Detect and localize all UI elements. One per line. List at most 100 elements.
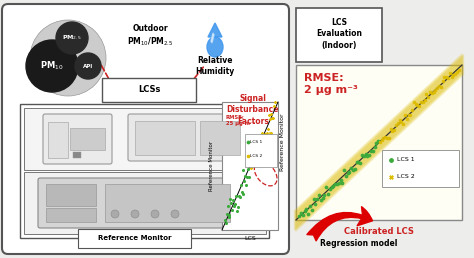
Point <box>421 98 428 102</box>
Point <box>351 167 359 172</box>
Point <box>394 120 401 125</box>
Point <box>303 207 310 211</box>
Text: LCS 2: LCS 2 <box>250 154 262 158</box>
Circle shape <box>111 210 119 218</box>
Point <box>446 71 454 76</box>
FancyBboxPatch shape <box>43 114 112 164</box>
Point <box>301 209 309 213</box>
Point <box>247 166 255 171</box>
Point <box>259 133 267 137</box>
Point <box>297 211 305 215</box>
Point <box>243 183 250 188</box>
Point <box>233 208 241 213</box>
Point <box>244 154 252 158</box>
Point <box>239 192 246 196</box>
Point <box>408 108 416 112</box>
Point <box>255 158 263 162</box>
Point <box>267 131 274 135</box>
Point <box>257 147 265 151</box>
Point <box>306 204 314 208</box>
Text: Reference Monitor: Reference Monitor <box>98 235 172 241</box>
Text: Reference Monitor: Reference Monitor <box>281 114 285 171</box>
Point <box>264 127 272 131</box>
Text: LCS 1: LCS 1 <box>250 140 262 144</box>
Circle shape <box>56 59 64 67</box>
Circle shape <box>26 40 78 92</box>
Point <box>378 138 385 142</box>
Text: LCSs: LCSs <box>138 85 160 94</box>
Text: Signal
Disturbance
Factors: Signal Disturbance Factors <box>227 94 279 126</box>
Point <box>342 174 350 178</box>
Point <box>338 181 346 185</box>
Point <box>398 120 405 124</box>
Bar <box>135 121 195 155</box>
Point <box>432 88 439 92</box>
Point <box>365 153 373 157</box>
Point <box>387 157 394 162</box>
Text: Calibrated LCS: Calibrated LCS <box>344 227 414 236</box>
Point <box>251 153 258 157</box>
Point <box>353 160 360 164</box>
Point <box>440 75 448 79</box>
Point <box>387 127 394 131</box>
Point <box>403 117 410 122</box>
Point <box>382 134 389 139</box>
Point <box>271 104 278 108</box>
Point <box>364 154 371 158</box>
Point <box>257 137 265 141</box>
Point <box>270 116 277 120</box>
Point <box>407 113 414 117</box>
Point <box>328 185 335 189</box>
Point <box>272 100 279 104</box>
Point <box>221 218 228 222</box>
Bar <box>105 184 230 222</box>
Point <box>335 181 343 185</box>
Point <box>269 116 276 120</box>
Point <box>308 207 316 212</box>
FancyBboxPatch shape <box>20 104 269 238</box>
Circle shape <box>30 20 106 96</box>
Point <box>229 198 237 202</box>
FancyBboxPatch shape <box>383 150 458 187</box>
FancyBboxPatch shape <box>296 8 382 62</box>
Bar <box>46 184 96 206</box>
Point <box>245 175 253 179</box>
FancyBboxPatch shape <box>245 134 277 167</box>
Point <box>367 149 375 153</box>
Point <box>317 198 325 202</box>
Point <box>340 168 348 172</box>
Point <box>344 171 351 175</box>
Point <box>389 129 396 133</box>
Point <box>246 161 254 165</box>
Point <box>439 79 447 84</box>
Point <box>423 92 430 96</box>
Text: API: API <box>83 63 93 69</box>
Text: LCS: LCS <box>244 236 256 240</box>
Point <box>249 162 256 166</box>
Point <box>416 103 423 108</box>
Point <box>358 153 366 157</box>
Point <box>263 131 271 135</box>
Circle shape <box>131 210 139 218</box>
Point <box>257 148 264 152</box>
Text: PM$_{2.5}$: PM$_{2.5}$ <box>62 34 82 43</box>
Point <box>267 139 274 143</box>
Point <box>266 117 273 121</box>
Point <box>256 151 264 155</box>
Point <box>235 194 243 198</box>
Circle shape <box>75 53 101 79</box>
Point <box>320 193 328 197</box>
Bar <box>70 128 105 150</box>
Point <box>453 70 461 74</box>
Point <box>236 195 244 199</box>
Point <box>261 132 269 136</box>
Point <box>326 187 334 191</box>
Point <box>230 204 238 208</box>
Point <box>437 85 445 89</box>
Bar <box>222 102 278 230</box>
Point <box>426 90 434 94</box>
FancyBboxPatch shape <box>128 114 247 161</box>
Point <box>295 214 303 218</box>
Text: PM$_{10}$: PM$_{10}$ <box>40 60 64 72</box>
Point <box>258 149 265 153</box>
